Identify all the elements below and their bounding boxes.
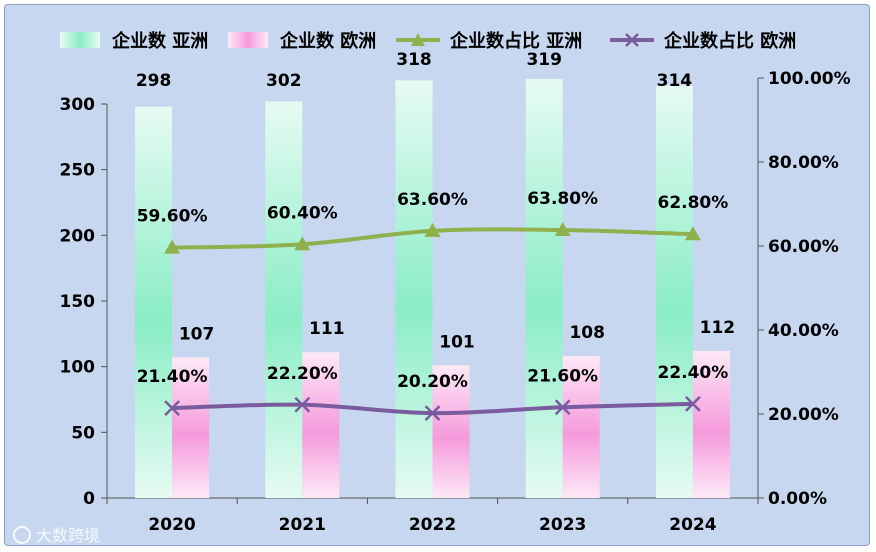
- legend-swatch-europe-count: [228, 32, 268, 48]
- line-europe-share-label: 22.20%: [267, 364, 338, 384]
- line-europe-share-label: 20.20%: [397, 372, 468, 392]
- marker-asia-share: [424, 222, 441, 237]
- marker-asia-share: [684, 226, 701, 241]
- right-tick-label: 80.00%: [768, 153, 839, 173]
- legend-marker-asia-share: [411, 33, 425, 46]
- bar-europe-count: [562, 356, 600, 498]
- legend-label-europe-count: 企业数 欧洲: [279, 30, 376, 52]
- bar-europe-count: [692, 350, 730, 498]
- line-europe-share-label: 22.40%: [657, 363, 728, 383]
- bar-asia-count: [655, 85, 693, 498]
- x-tick-label: 2024: [669, 515, 716, 535]
- lines: [164, 222, 701, 422]
- left-tick-label: 0: [83, 489, 95, 509]
- left-tick-label: 150: [60, 292, 96, 312]
- legend-marker-europe-share: [625, 33, 639, 47]
- right-axis-ticks: 0.00% 20.00% 40.00% 60.00% 80.00% 100.00%: [758, 69, 851, 509]
- marker-europe-share: [685, 396, 701, 412]
- bar-asia-count: [265, 101, 303, 498]
- bar-europe-count-label: 111: [309, 319, 345, 339]
- right-tick-label: 60.00%: [768, 237, 839, 257]
- legend-label-europe-share: 企业数占比 欧洲: [663, 30, 796, 52]
- x-tick-label: 2022: [409, 515, 456, 535]
- watermark-text: 大数跨境: [36, 526, 100, 545]
- x-tick-label: 2023: [539, 515, 586, 535]
- bar-asia-count-label: 319: [526, 50, 562, 70]
- right-tick-label: 20.00%: [768, 405, 839, 425]
- bar-asia-count: [135, 106, 173, 499]
- left-tick-label: 100: [60, 358, 96, 378]
- right-tick-label: 0.00%: [768, 489, 827, 509]
- bars: [135, 79, 730, 499]
- marker-europe-share: [554, 399, 571, 416]
- line-europe-share-label: 21.60%: [527, 366, 598, 386]
- left-tick-label: 50: [71, 423, 95, 443]
- marker-europe-share: [424, 405, 441, 422]
- x-tick-label: 2021: [279, 515, 326, 535]
- left-tick-label: 250: [60, 161, 96, 181]
- bar-asia-count: [525, 79, 563, 499]
- bar-asia-count-label: 314: [657, 71, 693, 91]
- line-europe-share-label: 21.40%: [137, 367, 208, 387]
- bar-asia-count-label: 302: [266, 71, 302, 91]
- bar-asia-count-label: 298: [136, 71, 172, 91]
- right-tick-label: 100.00%: [768, 69, 851, 89]
- line-asia-share-label: 60.40%: [267, 203, 338, 223]
- bar-europe-count-label: 107: [179, 324, 215, 344]
- right-tick-label: 40.00%: [768, 321, 839, 341]
- bar-europe-count: [172, 357, 210, 498]
- line-asia-share-label: 63.60%: [397, 190, 468, 210]
- line-asia-share-label: 63.80%: [527, 189, 598, 209]
- marker-europe-share: [164, 400, 180, 417]
- left-axis-ticks: 0 50 100 150 200 250 300: [60, 95, 107, 509]
- left-tick-label: 300: [60, 95, 96, 115]
- bar-asia-count: [395, 80, 433, 499]
- legend-label-asia-count: 企业数 亚洲: [111, 30, 208, 52]
- marker-asia-share: [164, 239, 181, 254]
- legend-label-asia-share: 企业数占比 亚洲: [449, 30, 582, 52]
- bar-europe-count: [302, 352, 340, 498]
- line-asia-share-label: 59.60%: [137, 207, 208, 227]
- bar-europe-count-label: 101: [439, 332, 475, 352]
- x-tick-label: 2020: [148, 515, 195, 535]
- bar-europe-count-label: 112: [700, 318, 736, 338]
- data-labels: 298 302 318 319 314 107 111 101 108 112 59.60% 60.4…: [136, 50, 735, 392]
- bar-europe-count: [432, 365, 470, 498]
- bar-europe-count-label: 108: [569, 323, 605, 343]
- watermark: 大数跨境: [13, 526, 100, 545]
- watermark-logo-icon: [13, 526, 31, 544]
- x-axis-ticks: 2020 2021 2022 2023 2024: [106, 498, 759, 535]
- legend: 企业数 亚洲 企业数 欧洲 企业数占比 亚洲 企业数占比 欧洲: [60, 30, 796, 52]
- marker-asia-share: [294, 236, 311, 251]
- marker-europe-share: [294, 396, 311, 413]
- line-asia-share-label: 62.80%: [657, 193, 728, 213]
- marker-asia-share: [554, 222, 571, 237]
- left-tick-label: 200: [60, 226, 96, 246]
- legend-swatch-asia-count: [60, 32, 100, 48]
- bar-asia-count-label: 318: [396, 50, 432, 70]
